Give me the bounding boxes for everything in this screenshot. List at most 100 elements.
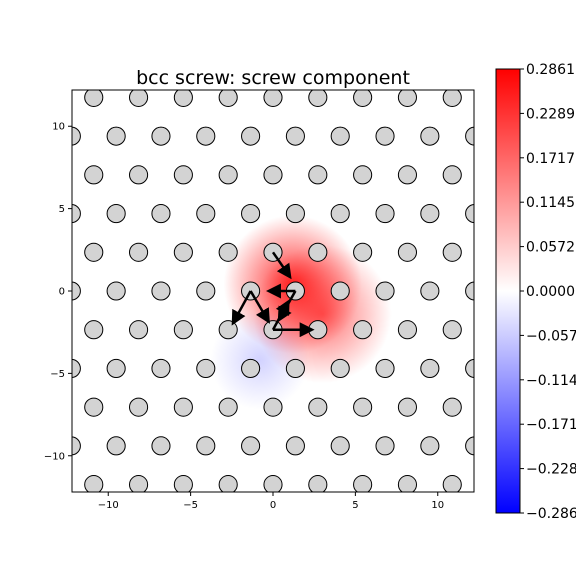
atom-marker bbox=[84, 475, 104, 492]
atom-marker bbox=[196, 204, 216, 224]
colorbar-tick-label: −0.171 bbox=[526, 417, 576, 433]
colorbar: 0.2861 0.2289 0.1717 0.1145 0.0572 0.0000 −0.0… bbox=[495, 62, 576, 522]
atom-marker bbox=[173, 90, 193, 107]
atom-marker bbox=[218, 165, 238, 185]
atom-marker bbox=[308, 320, 328, 340]
x-tick-label: −5 bbox=[183, 500, 198, 511]
atom-marker bbox=[353, 242, 373, 262]
atom-marker bbox=[397, 90, 417, 107]
atom-marker bbox=[196, 358, 216, 378]
atom-marker bbox=[420, 126, 440, 146]
atom-marker bbox=[151, 281, 171, 301]
atom-marker bbox=[330, 126, 350, 146]
atom-marker bbox=[353, 475, 373, 492]
atom-marker bbox=[263, 475, 283, 492]
atom-marker bbox=[330, 436, 350, 456]
atom-marker bbox=[151, 436, 171, 456]
chart-title: bcc screw: screw component bbox=[136, 67, 410, 89]
atom-marker bbox=[84, 165, 104, 185]
atom-marker bbox=[330, 204, 350, 224]
colorbar-tick-label: −0.286 bbox=[526, 506, 576, 522]
atom-marker bbox=[129, 90, 149, 107]
atom-marker bbox=[106, 204, 126, 224]
colorbar-tick-label: 0.0572 bbox=[526, 240, 575, 256]
y-tick-label: 5 bbox=[59, 204, 65, 215]
atom-marker bbox=[173, 397, 193, 417]
atom-marker bbox=[375, 204, 395, 224]
atom-marker bbox=[218, 242, 238, 262]
atom-marker bbox=[420, 204, 440, 224]
atom-marker bbox=[397, 242, 418, 262]
atom-marker bbox=[84, 397, 104, 417]
atom-marker bbox=[442, 90, 462, 107]
y-tick-label: 10 bbox=[52, 122, 65, 133]
atom-marker bbox=[106, 281, 126, 301]
y-tick-label: 0 bbox=[59, 287, 65, 298]
atom-marker bbox=[84, 90, 104, 107]
atom-marker bbox=[397, 397, 418, 417]
atom-marker bbox=[465, 436, 474, 456]
atom-marker bbox=[241, 358, 261, 378]
atom-marker bbox=[353, 320, 373, 340]
displacement-arrow bbox=[231, 290, 252, 326]
x-tick-label: 10 bbox=[431, 500, 444, 511]
atom-marker bbox=[330, 358, 350, 378]
colorbar-tick-label: 0.2861 bbox=[526, 62, 575, 78]
atom-marker bbox=[375, 281, 395, 301]
atom-marker bbox=[128, 242, 149, 262]
atom-marker bbox=[397, 165, 418, 185]
atom-marker bbox=[442, 165, 462, 185]
atom-marker bbox=[375, 126, 395, 146]
atom-marker bbox=[285, 436, 305, 456]
atom-marker bbox=[241, 436, 261, 456]
atom-marker bbox=[128, 165, 149, 185]
colorbar-tick-label: 0.0000 bbox=[526, 284, 575, 300]
atom-marker bbox=[442, 242, 462, 262]
atom-marker bbox=[375, 358, 395, 378]
colorbar-tick-label: 0.1145 bbox=[526, 195, 575, 211]
atom-marker bbox=[263, 90, 283, 107]
atom-marker bbox=[442, 475, 462, 492]
atom-marker bbox=[465, 126, 474, 146]
atom-marker bbox=[465, 358, 474, 378]
colorbar-tick-label: 0.1717 bbox=[526, 151, 575, 167]
displacement-arrow bbox=[271, 251, 292, 280]
atom-marker bbox=[84, 242, 104, 262]
atom-marker bbox=[465, 204, 474, 224]
atom-marker bbox=[173, 320, 193, 340]
atom-marker bbox=[151, 204, 171, 224]
x-tick-label: 0 bbox=[270, 500, 276, 511]
colorbar-tick-label: −0.228 bbox=[526, 462, 576, 478]
atom-marker bbox=[285, 126, 305, 146]
atom-marker bbox=[465, 281, 474, 301]
plot-area bbox=[71, 89, 475, 493]
atom-marker bbox=[72, 358, 81, 378]
atom-marker bbox=[308, 397, 328, 417]
x-axis: −10 −5 0 5 10 bbox=[98, 492, 444, 511]
atom-marker bbox=[442, 397, 462, 417]
y-tick-label: −10 bbox=[44, 451, 65, 462]
y-axis: 10 5 0 −5 −10 bbox=[44, 122, 72, 462]
atom-marker bbox=[397, 475, 417, 492]
atom-marker bbox=[263, 397, 283, 417]
atom-marker bbox=[420, 281, 440, 301]
atom-marker bbox=[128, 320, 149, 340]
atom-marker bbox=[397, 320, 418, 340]
colorbar-tick-label: 0.2289 bbox=[526, 106, 575, 122]
atom-marker bbox=[263, 165, 283, 185]
atom-marker bbox=[218, 90, 238, 107]
atom-marker bbox=[196, 436, 216, 456]
atom-marker bbox=[308, 90, 328, 107]
atom-marker bbox=[72, 126, 81, 146]
atom-marker bbox=[72, 436, 81, 456]
atom-marker bbox=[218, 397, 238, 417]
atom-marker bbox=[218, 320, 238, 340]
atom-marker bbox=[442, 320, 462, 340]
displacement-arrow bbox=[271, 299, 290, 331]
atom-marker bbox=[106, 436, 126, 456]
atom-marker bbox=[72, 204, 81, 224]
atom-marker bbox=[173, 475, 193, 492]
atom-marker bbox=[106, 126, 126, 146]
atom-marker bbox=[375, 436, 395, 456]
